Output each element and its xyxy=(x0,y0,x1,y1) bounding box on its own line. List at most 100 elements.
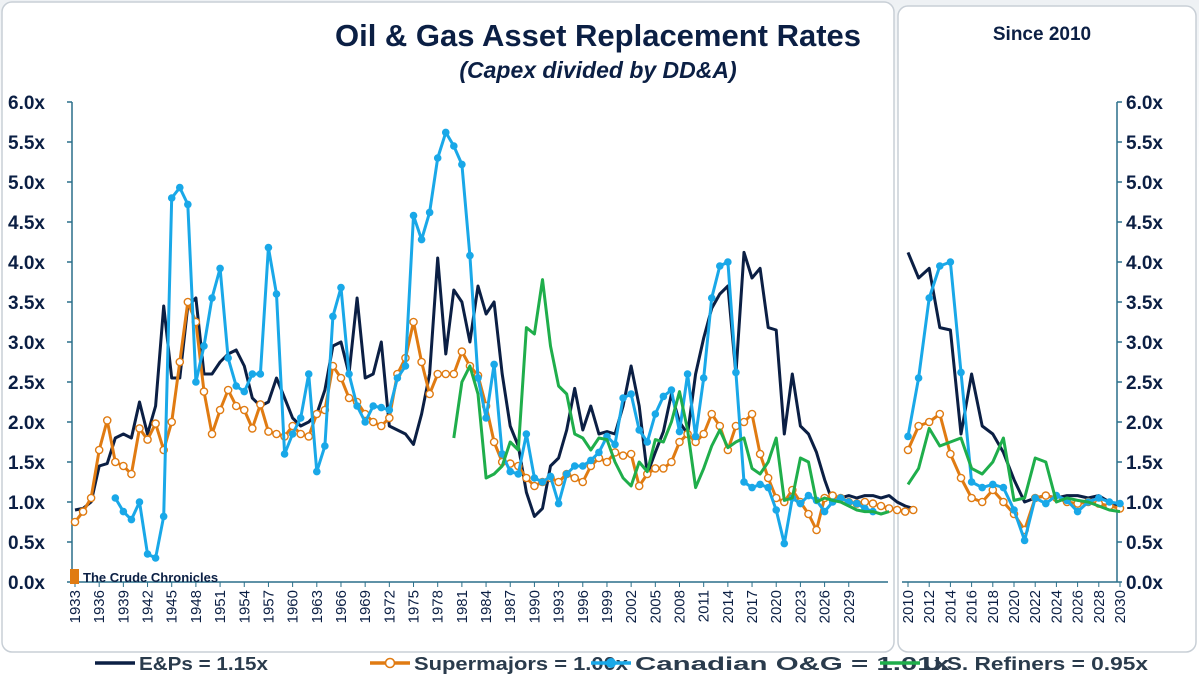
inset-data-point-supermajors xyxy=(1041,491,1051,500)
y-tick-label: 5.5x xyxy=(8,133,45,154)
data-point-supermajors xyxy=(344,393,354,403)
data-point-canadian xyxy=(820,507,829,516)
data-point-supermajors xyxy=(449,369,459,379)
data-point-supermajors xyxy=(336,373,346,383)
data-point-supermajors xyxy=(86,493,96,503)
inset-panel-frame xyxy=(897,5,1197,653)
inset-data-point-supermajors xyxy=(914,421,923,431)
x-tick-label: 2017 xyxy=(744,590,761,623)
inset-data-point-supermajors xyxy=(924,417,934,427)
inset-x-tick-label: 2024 xyxy=(1048,590,1065,623)
inset-y-tick-label: 0.0x xyxy=(1126,573,1163,594)
data-point-supermajors xyxy=(763,473,773,483)
legend-label-canadian: Canadian O&G = 1.01x xyxy=(635,654,950,674)
inset-y-tick-label: 2.5x xyxy=(1126,373,1163,394)
data-point-supermajors xyxy=(433,369,443,379)
data-point-supermajors xyxy=(239,405,249,415)
data-point-supermajors xyxy=(618,451,628,460)
inset-data-point-canadian xyxy=(999,483,1008,492)
x-tick-label: 1981 xyxy=(454,590,471,623)
x-tick-label: 2005 xyxy=(647,590,664,623)
legend-label-refiners: U.S. Refiners = 0.95x xyxy=(924,654,1148,674)
inset-x-tick-label: 2010 xyxy=(900,590,917,623)
data-point-canadian xyxy=(192,378,200,386)
x-tick-label: 1966 xyxy=(333,590,350,623)
data-point-canadian xyxy=(313,467,321,476)
y-tick-label: 5.0x xyxy=(8,173,45,194)
inset-y-tick-label: 1.5x xyxy=(1126,453,1163,474)
chart-title: Oil & Gas Asset Replacement Rates xyxy=(335,18,861,53)
data-point-canadian xyxy=(651,410,660,418)
inset-series-line-refiners xyxy=(906,426,1121,514)
x-tick-label: 2002 xyxy=(623,590,640,623)
y-tick-label: 6.0x xyxy=(8,93,45,114)
x-tick-label: 1993 xyxy=(551,590,568,623)
legend-label-eps: E&Ps = 1.15x xyxy=(139,654,268,674)
inset-data-point-supermajors xyxy=(956,473,966,483)
legend-item-canadian: Canadian O&G = 1.01x xyxy=(591,654,950,674)
inset-data-point-supermajors xyxy=(967,493,976,503)
inset-data-point-canadian xyxy=(1073,507,1082,516)
x-tick-label: 1975 xyxy=(406,590,423,623)
data-point-canadian xyxy=(659,392,668,401)
data-point-canadian xyxy=(167,194,176,202)
data-point-supermajors xyxy=(127,469,136,479)
data-point-supermajors xyxy=(151,419,160,428)
inset-chart-plot xyxy=(903,251,1125,545)
data-point-supermajors xyxy=(667,457,676,467)
data-point-canadian xyxy=(506,467,515,476)
data-point-supermajors xyxy=(876,501,886,511)
data-point-canadian xyxy=(216,264,224,273)
data-point-canadian xyxy=(554,499,563,508)
inset-y-tick-label: 4.5x xyxy=(1126,213,1163,234)
y-tick-label: 2.0x xyxy=(8,413,45,434)
data-point-supermajors xyxy=(167,417,177,427)
inset-x-tick-label: 2018 xyxy=(985,590,1002,623)
data-point-supermajors xyxy=(111,457,120,467)
legend-item-supermajors: Supermajors = 1.00x xyxy=(370,654,628,674)
y-tick-label: 3.5x xyxy=(8,293,45,314)
data-point-canadian xyxy=(159,512,168,521)
data-point-supermajors xyxy=(70,517,80,527)
data-point-supermajors xyxy=(175,357,185,367)
x-tick-label: 1963 xyxy=(309,590,326,623)
x-tick-label: 2020 xyxy=(768,590,785,623)
data-point-supermajors xyxy=(248,424,257,433)
inset-data-point-canadian xyxy=(1031,494,1039,502)
data-point-supermajors xyxy=(570,473,580,483)
data-point-supermajors xyxy=(119,461,128,471)
data-point-canadian xyxy=(764,483,772,492)
data-point-canadian xyxy=(724,258,732,266)
data-point-canadian xyxy=(240,387,249,396)
legend-marker-canadian xyxy=(606,658,616,668)
x-tick-label: 2008 xyxy=(672,590,689,623)
inset-y-tick-label: 2.0x xyxy=(1126,413,1163,434)
data-point-supermajors xyxy=(892,505,902,515)
inset-data-point-canadian xyxy=(925,294,933,302)
data-point-supermajors xyxy=(522,473,531,483)
data-point-supermajors xyxy=(135,424,144,433)
y-tick-label: 4.5x xyxy=(8,213,45,234)
data-point-canadian xyxy=(232,382,240,390)
data-point-canadian xyxy=(756,480,764,489)
data-point-canadian xyxy=(732,368,740,377)
inset-data-point-canadian xyxy=(904,432,912,441)
data-point-canadian xyxy=(836,494,845,502)
data-point-canadian xyxy=(740,478,748,486)
data-point-supermajors xyxy=(457,347,467,356)
data-point-canadian xyxy=(280,450,289,458)
inset-y-tick-label: 4.0x xyxy=(1126,253,1163,274)
data-point-canadian xyxy=(111,494,120,502)
y-tick-label: 4.0x xyxy=(8,253,45,274)
data-point-supermajors xyxy=(602,457,612,467)
data-point-supermajors xyxy=(812,525,821,535)
data-point-canadian xyxy=(369,402,378,410)
data-point-supermajors xyxy=(659,464,668,473)
inset-y-tick-label: 5.0x xyxy=(1126,173,1163,194)
data-point-supermajors xyxy=(199,387,209,396)
watermark-logo-icon xyxy=(70,569,79,584)
data-point-supermajors xyxy=(78,507,88,516)
data-point-canadian xyxy=(530,474,539,482)
inset-data-point-supermajors xyxy=(903,445,913,455)
x-tick-label: 1945 xyxy=(164,590,181,623)
